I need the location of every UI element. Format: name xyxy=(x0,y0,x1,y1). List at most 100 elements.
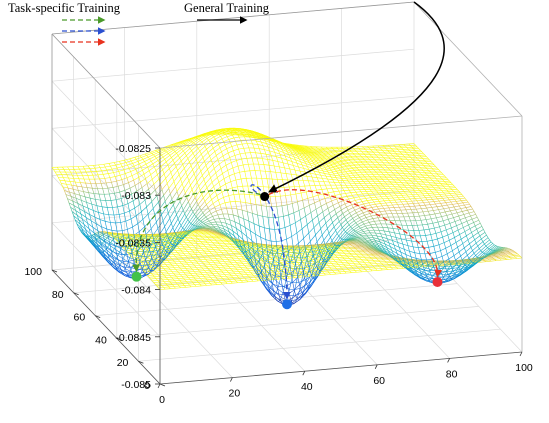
mesh-line xyxy=(254,194,260,196)
mesh-line xyxy=(168,181,175,189)
mesh-line xyxy=(272,160,278,162)
mesh-line xyxy=(171,214,177,224)
mesh-line xyxy=(172,155,179,161)
mesh-line xyxy=(414,271,420,276)
mesh-line xyxy=(141,155,147,158)
mesh-line xyxy=(298,207,305,211)
mesh-line xyxy=(327,204,334,209)
mesh-line xyxy=(88,192,94,194)
mesh-line xyxy=(456,223,462,226)
mesh-line xyxy=(443,218,449,221)
mesh-line xyxy=(282,144,288,148)
mesh-line xyxy=(99,219,106,222)
mesh-line xyxy=(372,245,378,249)
mesh-line xyxy=(314,154,320,157)
mesh-line xyxy=(112,240,118,244)
mesh-line xyxy=(319,153,326,155)
mesh-line xyxy=(174,201,181,210)
mesh-line xyxy=(326,169,332,172)
mesh-line xyxy=(362,219,368,223)
mesh-line xyxy=(245,202,251,204)
mesh-line xyxy=(466,232,472,236)
mesh-line xyxy=(197,157,204,164)
mesh-line xyxy=(228,137,234,140)
mesh-line xyxy=(319,198,325,201)
mesh-line xyxy=(255,152,261,154)
mesh-line xyxy=(159,201,166,209)
mesh-line xyxy=(273,148,279,151)
mesh-line xyxy=(321,228,328,236)
mesh-line xyxy=(243,135,249,137)
mesh-line xyxy=(70,196,77,199)
mesh-line xyxy=(302,164,308,167)
mesh-line xyxy=(219,202,226,205)
mesh-line xyxy=(76,198,82,201)
mesh-line xyxy=(464,228,471,232)
mesh-line xyxy=(211,177,218,183)
mesh-line xyxy=(367,250,373,252)
mesh-line xyxy=(83,191,89,193)
mesh-line xyxy=(96,246,102,253)
mesh-line xyxy=(161,183,168,190)
mesh-line xyxy=(203,173,210,180)
mesh-line xyxy=(185,165,192,173)
mesh-line xyxy=(126,193,132,197)
mesh-line xyxy=(491,246,498,251)
mesh-line xyxy=(139,153,146,156)
mesh-line xyxy=(306,176,312,178)
mesh-line xyxy=(292,149,299,153)
mesh-line xyxy=(203,139,209,145)
mesh-line xyxy=(282,162,289,165)
mesh-line xyxy=(95,199,101,201)
mesh-line xyxy=(264,282,270,290)
mesh-line xyxy=(218,178,225,183)
mesh-line xyxy=(208,168,215,174)
mesh-line xyxy=(508,255,514,257)
mesh-line xyxy=(193,186,199,194)
mesh-line xyxy=(149,156,156,160)
mesh-line xyxy=(304,241,311,248)
mesh-line xyxy=(401,238,407,241)
mesh-line xyxy=(325,175,332,178)
mesh-line xyxy=(136,157,142,160)
mesh-line xyxy=(355,227,361,232)
mesh-line xyxy=(451,269,457,272)
mesh-line xyxy=(324,212,330,218)
mesh-line xyxy=(278,293,284,296)
mesh-line xyxy=(338,168,345,170)
mesh-line xyxy=(179,192,186,202)
mesh-line xyxy=(114,191,120,194)
mesh-line xyxy=(303,168,309,171)
mesh-line xyxy=(283,152,289,155)
mesh-line xyxy=(213,134,220,138)
mesh-line xyxy=(324,167,331,169)
mesh-line xyxy=(323,152,329,155)
mesh-line xyxy=(165,144,172,147)
mesh-line xyxy=(166,148,173,153)
mesh-line xyxy=(244,134,251,137)
mesh-line xyxy=(89,214,95,218)
mesh-line xyxy=(308,156,314,159)
mesh-line xyxy=(481,234,487,240)
mesh-line xyxy=(321,154,327,157)
mesh-line xyxy=(384,249,390,254)
mesh-line xyxy=(229,219,235,222)
mesh-line xyxy=(136,187,143,192)
mesh-line xyxy=(310,234,316,242)
mesh-line xyxy=(470,214,476,217)
mesh-line xyxy=(313,148,319,150)
mesh-line xyxy=(150,170,157,175)
mesh-line xyxy=(435,203,441,205)
mesh-line xyxy=(356,235,362,238)
mesh-line xyxy=(172,218,179,228)
mesh-line xyxy=(498,256,504,258)
mesh-line xyxy=(399,233,405,236)
mesh-line xyxy=(486,249,493,255)
mesh-line xyxy=(149,189,156,196)
mesh-line xyxy=(83,224,90,230)
mesh-line xyxy=(154,162,160,168)
mesh-line xyxy=(465,206,472,208)
mesh-line xyxy=(303,154,309,157)
mesh-line xyxy=(136,211,142,216)
mesh-line xyxy=(222,225,228,229)
